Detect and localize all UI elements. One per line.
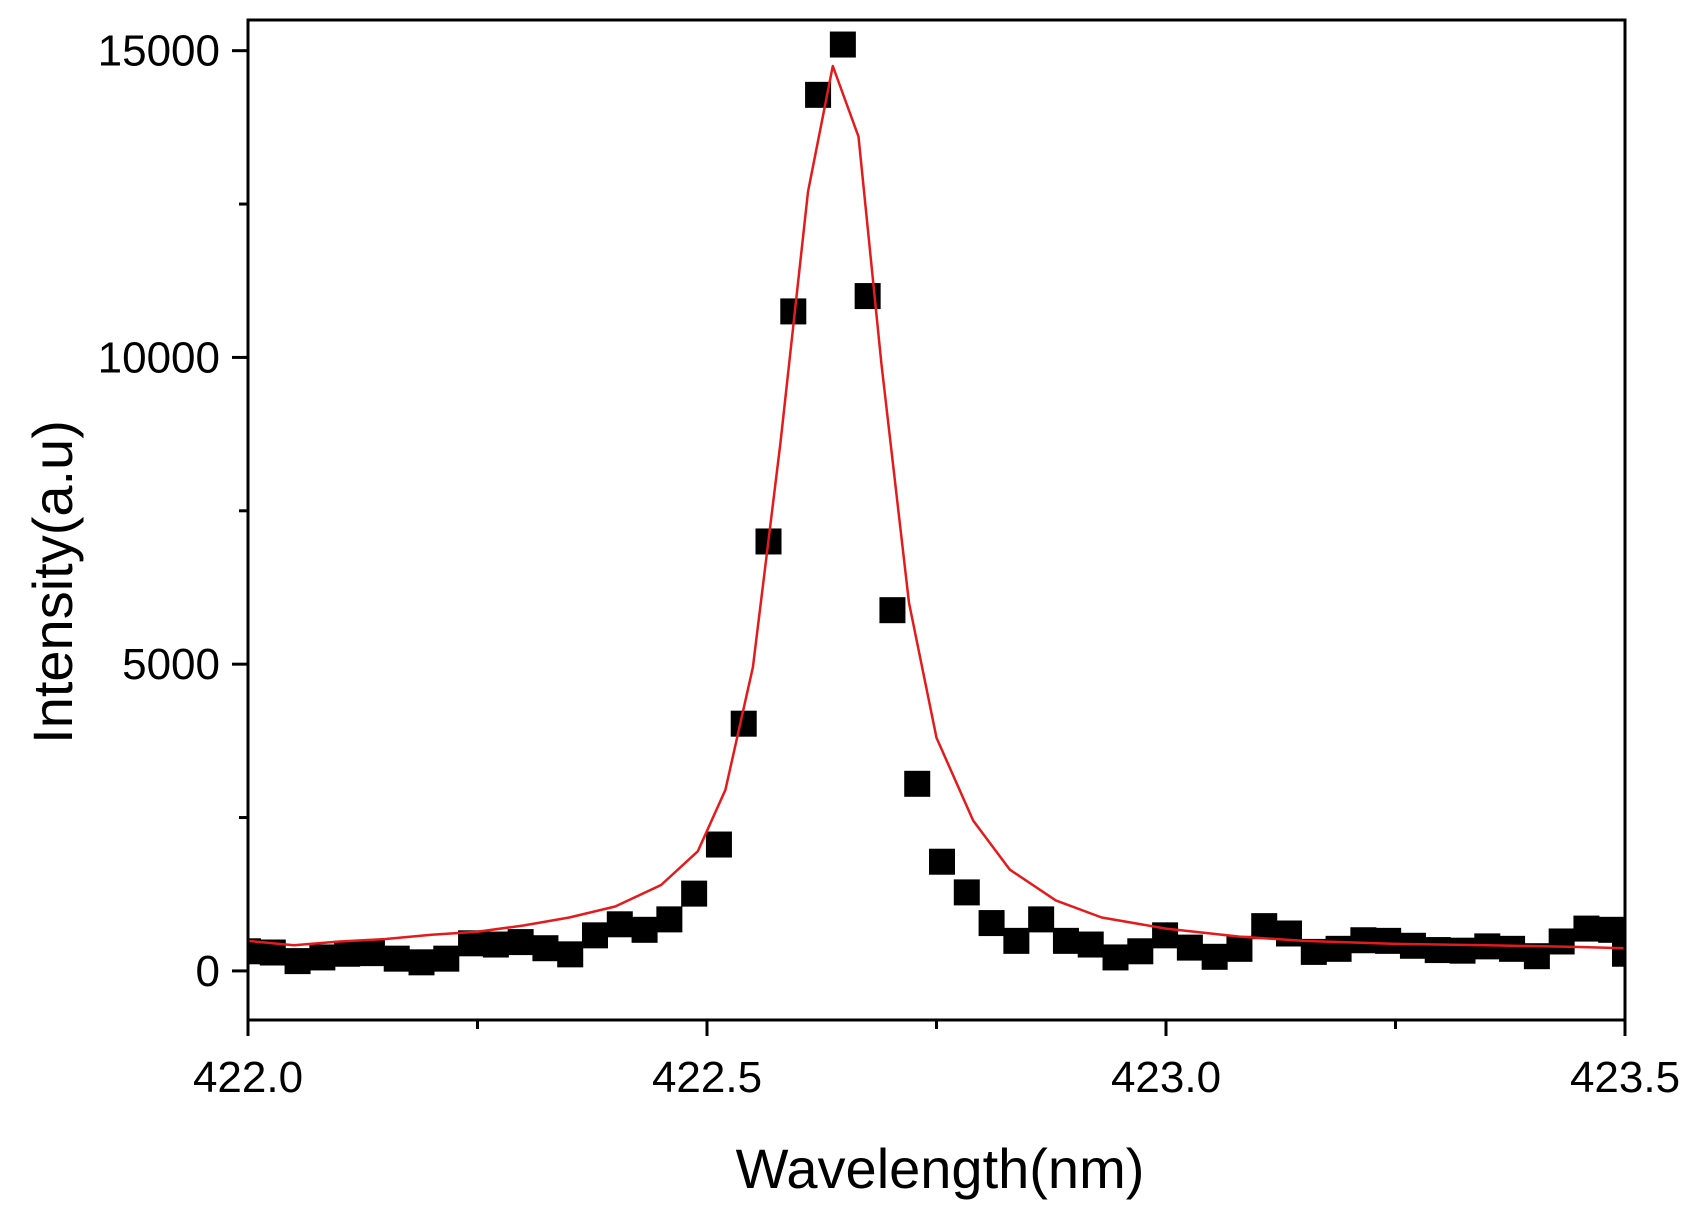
data-point [1300, 938, 1327, 965]
data-point [1598, 916, 1625, 943]
y-tick-label: 15000 [98, 27, 220, 76]
data-point [705, 831, 732, 858]
plot-inner [248, 31, 1625, 976]
data-point [532, 935, 559, 962]
data-point [631, 916, 658, 943]
data-point [879, 597, 906, 624]
data-point [507, 929, 534, 956]
data-point [309, 944, 336, 971]
data-point [1201, 943, 1228, 970]
data-point [1449, 937, 1476, 964]
data-point [284, 948, 311, 975]
data-point [1350, 927, 1377, 954]
data-point [1028, 906, 1055, 933]
data-point [1548, 928, 1575, 955]
data-point [1399, 932, 1426, 959]
data-point [1127, 938, 1154, 965]
data-point [829, 31, 856, 58]
data-point [1499, 935, 1526, 962]
data-point [953, 879, 980, 906]
data-point [458, 930, 485, 957]
data-point [408, 949, 435, 976]
x-tick-label: 422.0 [193, 1053, 303, 1102]
data-point [606, 911, 633, 938]
data-point [1276, 920, 1303, 947]
data-point [248, 938, 261, 965]
data-point [656, 906, 683, 933]
data-point [1052, 927, 1079, 954]
axes: 422.0 422.5 423.0 423.5 0 5000 10000 15000 [98, 18, 1680, 1102]
data-point [904, 770, 931, 797]
data-point [730, 710, 757, 737]
data-point [1077, 931, 1104, 958]
data-point [482, 931, 509, 958]
data-point [929, 848, 956, 875]
data-point [1102, 944, 1129, 971]
x-tick-label: 423.5 [1570, 1053, 1680, 1102]
x-tick-label: 423.0 [1111, 1053, 1221, 1102]
data-point [334, 940, 361, 967]
data-point [383, 945, 410, 972]
data-point [1573, 915, 1600, 942]
x-tick-label: 422.5 [652, 1053, 762, 1102]
y-tick-label: 0 [196, 947, 220, 996]
data-point [582, 922, 609, 949]
y-tick-label: 5000 [122, 640, 220, 689]
data-point [1003, 927, 1030, 954]
plot-area [248, 31, 1625, 976]
data-point [1226, 935, 1253, 962]
data-point [557, 941, 584, 968]
y-axis-title: Intensity(a.u) [21, 420, 84, 744]
data-point [1375, 927, 1402, 954]
data-point [681, 880, 708, 907]
data-point [1325, 935, 1352, 962]
data-point [1176, 934, 1203, 961]
data-point [1251, 913, 1278, 940]
data-point [978, 910, 1005, 937]
data-point [1424, 937, 1451, 964]
y-tick-label: 10000 [98, 333, 220, 382]
fit-line [248, 64, 1625, 950]
x-axis-title: Wavelength(nm) [736, 1137, 1145, 1200]
data-point [358, 940, 385, 967]
data-point [433, 945, 460, 972]
